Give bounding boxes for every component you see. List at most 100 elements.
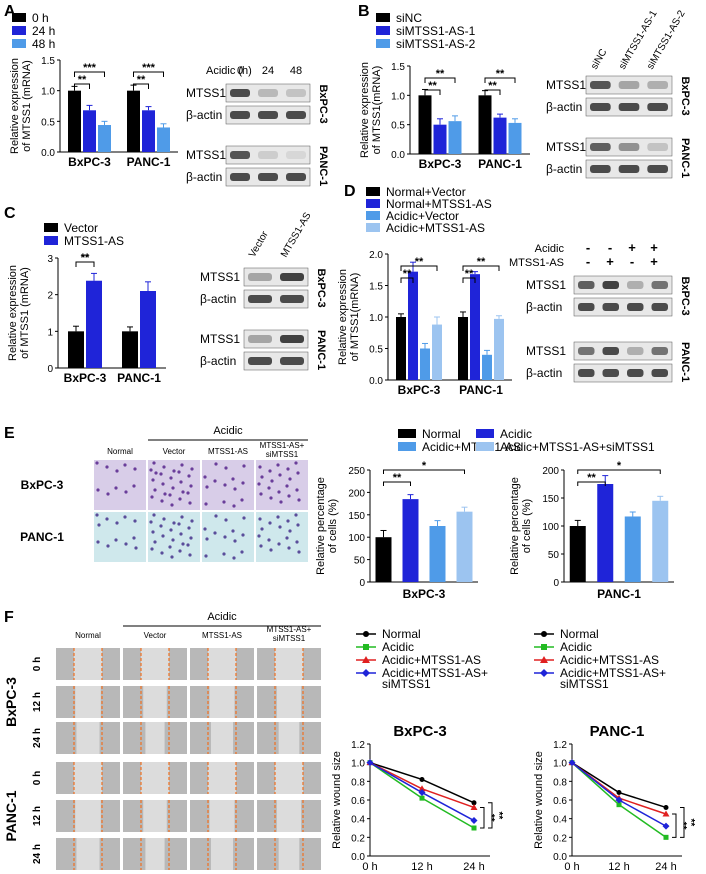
blot-row-label: β-actin: [200, 354, 236, 368]
blot-band: [651, 369, 668, 377]
cell-dot: [96, 540, 100, 544]
cell-dot: [154, 471, 158, 475]
blot-band: [230, 89, 250, 97]
cell-dot: [297, 498, 301, 502]
blot-condition-mark: -: [630, 254, 634, 269]
blot-condition-mark: +: [650, 254, 658, 269]
blot-band: [258, 173, 278, 181]
cell-dot: [114, 538, 118, 542]
wound-gap: [275, 762, 303, 794]
chart-title: BxPC-3: [403, 587, 446, 601]
cell-dot: [288, 477, 292, 481]
legend-swatch: [366, 211, 380, 220]
cell-dot: [241, 533, 245, 537]
cell-dot: [151, 530, 155, 534]
cell-dot: [204, 502, 208, 506]
cell-dot: [232, 556, 236, 560]
y-tick-label: 0.4: [351, 815, 365, 826]
legend-swatch: [44, 223, 58, 232]
blot-row-label: β-actin: [546, 100, 582, 114]
blot-band: [627, 369, 644, 377]
y-tick-label: 0: [553, 578, 559, 589]
blot-band: [286, 151, 306, 159]
blot-band: [590, 103, 611, 111]
cell-dot: [134, 546, 138, 550]
column-header: Vector: [163, 447, 186, 456]
blot-band: [248, 295, 272, 303]
y-axis-title: Relative wound size: [533, 751, 545, 849]
cell-dot: [233, 487, 237, 491]
blot-band: [590, 165, 611, 173]
cell-dot: [260, 527, 264, 531]
blot-band: [280, 357, 304, 365]
cell-dot: [295, 540, 299, 544]
cell-dot: [152, 513, 156, 517]
wound-gap: [275, 648, 303, 680]
significance-label: **: [81, 252, 90, 264]
cell-dot: [159, 524, 163, 528]
significance-label: **: [477, 256, 486, 268]
legend-swatch: [376, 26, 390, 35]
row-group-label: PANC-1: [3, 790, 19, 841]
y-tick-label: 1: [47, 327, 53, 338]
x-tick-label: 12 h: [608, 861, 629, 873]
x-tick-label: 24 h: [655, 861, 676, 873]
legend-label: siNC: [396, 11, 422, 25]
legend-label: Normal+Vector: [386, 185, 466, 199]
cell-dot: [160, 551, 164, 555]
blot-band: [602, 369, 619, 377]
blot-lane-label: MTSS1-AS: [279, 210, 314, 259]
cell-dot: [241, 481, 245, 485]
cell-dot: [188, 553, 192, 557]
significance-label: **: [587, 472, 596, 484]
legend-swatch: [476, 442, 494, 451]
cell-dot: [288, 529, 292, 533]
legend-label: Acidic+MTSS1-AS: [382, 653, 481, 667]
y-tick-label: 0: [47, 364, 53, 375]
cell-dot: [278, 525, 282, 529]
wound-gap: [74, 762, 102, 794]
blot-row-label: β-actin: [526, 366, 562, 380]
marker: [568, 759, 576, 767]
cell-dot: [190, 467, 194, 471]
y-axis-title: Relative expressionof MTSS1 (mRNA): [7, 265, 31, 361]
legend-label: Acidic+MTSS1-AS+siMTSS1: [500, 440, 655, 454]
bar: [418, 95, 432, 154]
time-label: 24 h: [32, 728, 43, 748]
significance-label: **: [78, 74, 87, 86]
cell-dot: [123, 463, 127, 467]
cell-dot: [189, 484, 193, 488]
cell-dot: [296, 523, 300, 527]
significance-label: ***: [142, 62, 156, 74]
blot-membrane: [243, 329, 309, 349]
bar: [624, 516, 641, 582]
blot-band: [627, 281, 644, 289]
blot-band: [578, 281, 595, 289]
cell-dot: [172, 521, 176, 525]
blot-band: [578, 303, 595, 311]
cell-dot: [285, 484, 289, 488]
y-tick-label: 0.0: [553, 852, 567, 863]
blot-membrane: [243, 267, 309, 287]
y-tick-label: 2: [47, 291, 53, 302]
cell-dot: [294, 513, 298, 517]
migration-image: [202, 512, 254, 562]
x-tick-label: BxPC-3: [398, 383, 441, 397]
significance-label: **: [485, 814, 496, 822]
blot-condition-mark: -: [586, 240, 590, 255]
blot-band: [258, 151, 278, 159]
blot-cell-label: BxPC-3: [679, 276, 691, 315]
y-tick-label: 150: [348, 511, 365, 522]
y-tick-label: 2.0: [369, 250, 383, 261]
y-tick-label: 0.2: [351, 833, 365, 844]
blot-row-label: MTSS1: [186, 148, 226, 162]
wound-gap: [75, 800, 101, 832]
blot-band: [647, 103, 668, 111]
significance-bracket: [672, 813, 677, 838]
cell-dot: [286, 519, 290, 523]
cell-dot: [181, 490, 185, 494]
blot-cell-label: PANC-1: [679, 138, 691, 178]
cell-dot: [224, 466, 228, 470]
bar: [402, 499, 419, 582]
y-tick-label: 1.0: [553, 759, 567, 770]
